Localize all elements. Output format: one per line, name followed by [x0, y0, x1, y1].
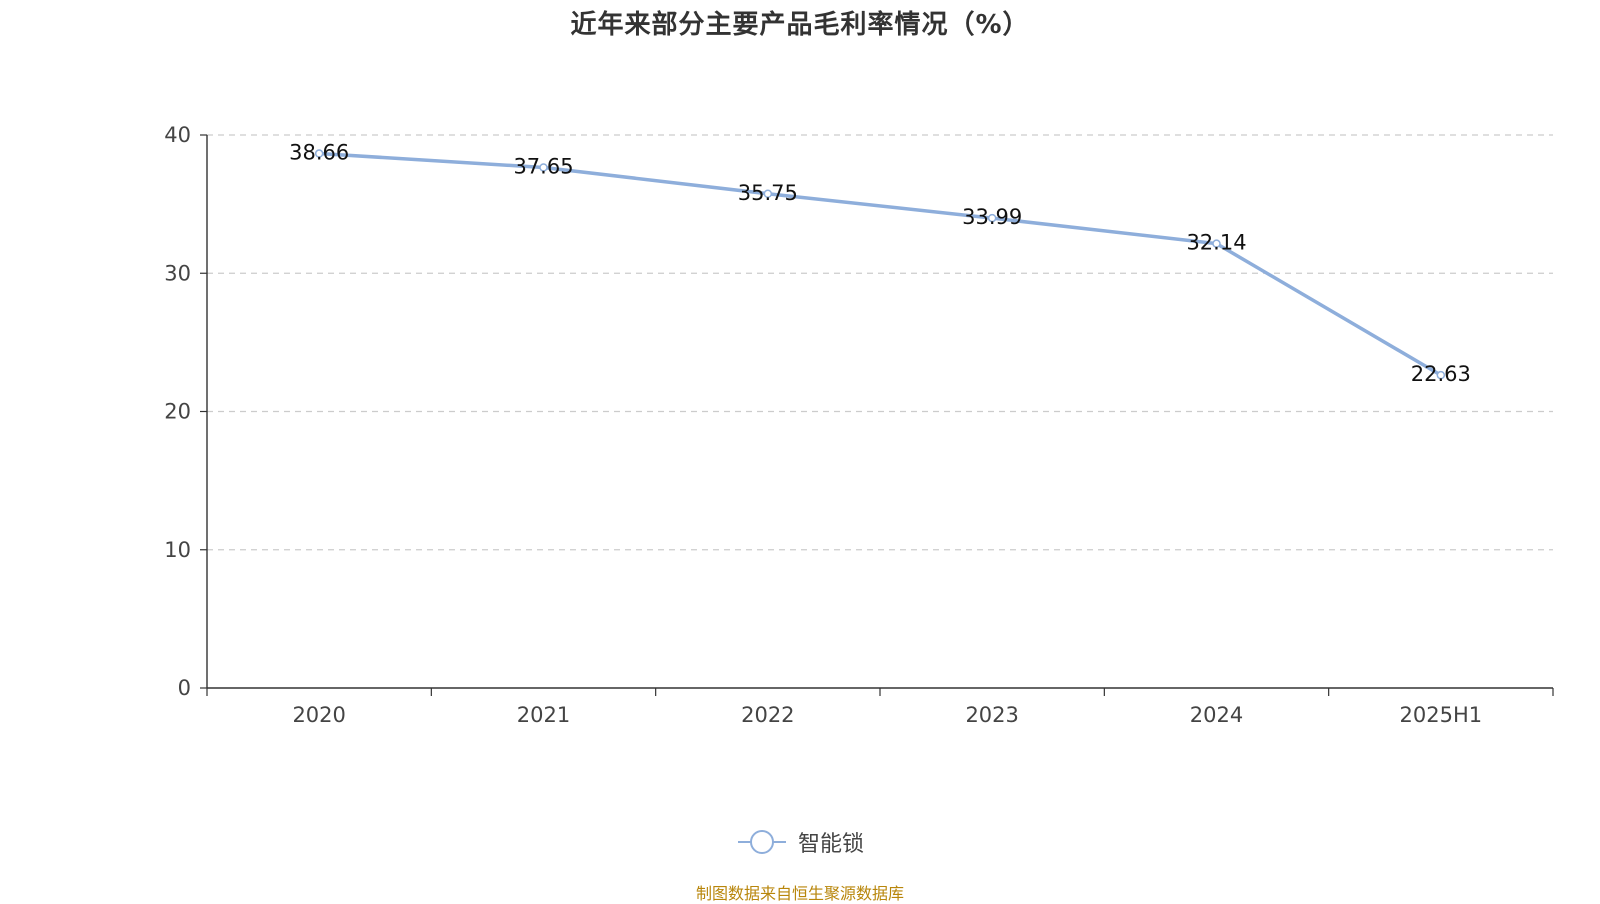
data-label: 32.14: [1186, 231, 1246, 255]
legend-label: 智能锁: [797, 832, 864, 857]
data-point: [763, 189, 773, 199]
data-label: 37.65: [513, 154, 573, 178]
y-tick-label: 40: [164, 123, 191, 147]
data-point: [314, 149, 324, 158]
data-label: 35.75: [738, 181, 798, 205]
x-tick-label: 2023: [965, 703, 1018, 727]
axes: 0 10 20 30 40 2020 2021 2022 2023 2024 2025H1: [164, 123, 1554, 727]
data-point: [987, 213, 997, 223]
legend[interactable]: 智能锁: [0, 826, 1600, 858]
chart-title: 近年来部分主要产品毛利率情况（%）: [570, 10, 1030, 40]
x-tick-label: 2025H1: [1400, 703, 1483, 727]
x-tick-label: 2024: [1190, 703, 1243, 727]
data-label: 33.99: [962, 205, 1022, 229]
source-note: 制图数据来自恒生聚源数据库: [695, 884, 904, 903]
y-tick-label: 0: [178, 676, 191, 700]
data-label: 22.63: [1411, 362, 1471, 386]
legend-line-circle-icon: [737, 830, 786, 854]
y-tick-label: 10: [164, 538, 191, 562]
y-tick-label: 30: [164, 261, 191, 285]
series-smart-lock: [314, 149, 1446, 380]
data-point: [1212, 239, 1221, 248]
x-tick-label: 2021: [517, 703, 570, 727]
data-label: 38.66: [289, 141, 349, 165]
data-labels: 38.66 37.65 35.75 33.99 32.14 22.63: [289, 141, 1471, 387]
series-line: [319, 151, 1442, 377]
y-tick-label: 20: [164, 400, 191, 424]
data-point: [539, 163, 548, 172]
x-tick-label: 2022: [741, 703, 794, 727]
grid-lines: [207, 134, 1553, 551]
x-tick-label: 2020: [292, 703, 345, 727]
data-point: [1436, 370, 1446, 380]
